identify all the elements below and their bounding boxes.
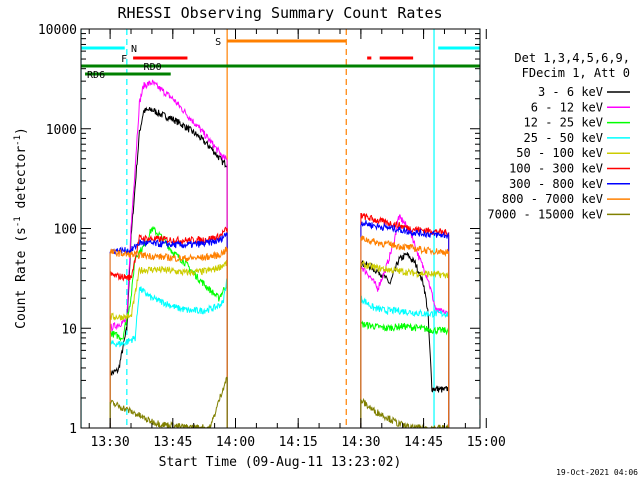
x-tick-label: 13:30 <box>91 435 130 450</box>
legend-label: 300 - 800 keV <box>509 177 603 191</box>
x-tick-label: 14:45 <box>404 435 443 450</box>
series-line <box>109 226 228 428</box>
chart-title: RHESSI Observing Summary Count Rates <box>117 4 442 22</box>
legend-label: 800 - 7000 keV <box>502 192 603 206</box>
x-axis: 13:30 13:45 14:00 14:15 14:30 14:45 15:00 <box>88 29 506 450</box>
series-line <box>109 246 228 428</box>
x-tick-label: 14:15 <box>279 435 318 450</box>
series-layer <box>109 79 450 428</box>
flag-label: F <box>121 54 127 65</box>
x-tick-label: 14:30 <box>341 435 380 450</box>
y-tick-label: 100 <box>54 223 77 238</box>
legend-header-line2: FDecim 1, Att 0 <box>522 66 630 80</box>
x-tick-label: 14:00 <box>216 435 255 450</box>
y-axis-label: Count Rate (s-1 detector-1) <box>13 127 29 329</box>
x-tick-label: 13:45 <box>153 435 192 450</box>
series-line <box>360 295 450 428</box>
flag-label: N <box>131 44 137 55</box>
legend-label: 50 - 100 keV <box>516 146 603 160</box>
series-line <box>109 232 228 428</box>
legend-label: 6 - 12 keV <box>531 100 603 114</box>
series-line <box>360 214 450 428</box>
legend-label: 12 - 25 keV <box>524 116 603 130</box>
series-line <box>109 259 228 428</box>
legend-label: 100 - 300 keV <box>509 162 603 176</box>
series-line <box>109 277 228 428</box>
series-line <box>360 252 450 428</box>
legend-label: 7000 - 15000 keV <box>487 207 603 221</box>
y-axis: 1 10 100 1000 10000 <box>38 23 480 437</box>
series-line <box>360 235 450 428</box>
legend: Det 1,3,4,5,6,9, FDecim 1, Att 0 3 - 6 k… <box>487 51 630 221</box>
flag-label: S <box>215 37 221 48</box>
timestamp: 19-Oct-2021 04:06 <box>556 468 638 477</box>
legend-label: 25 - 50 keV <box>524 131 603 145</box>
legend-label: 3 - 6 keV <box>538 85 603 99</box>
flag-bars: NF S RD0 RD6 <box>81 37 480 81</box>
y-tick-label: 1000 <box>46 123 77 138</box>
series-line <box>360 259 450 428</box>
series-line <box>360 213 450 428</box>
series-line <box>109 106 228 428</box>
y-tick-label: 10 <box>61 322 77 337</box>
x-axis-label: Start Time (09-Aug-11 13:23:02) <box>159 455 402 470</box>
flag-label: RD6 <box>87 70 105 81</box>
y-tick-label: 10000 <box>38 23 77 38</box>
x-tick-label: 15:00 <box>467 435 506 450</box>
series-line <box>360 397 449 428</box>
legend-header-line1: Det 1,3,4,5,6,9, <box>514 51 630 65</box>
flag-label: RD0 <box>144 62 162 73</box>
series-line <box>109 79 228 428</box>
series-line <box>360 220 450 428</box>
series-line <box>360 320 450 428</box>
y-tick-label: 1 <box>69 422 77 437</box>
